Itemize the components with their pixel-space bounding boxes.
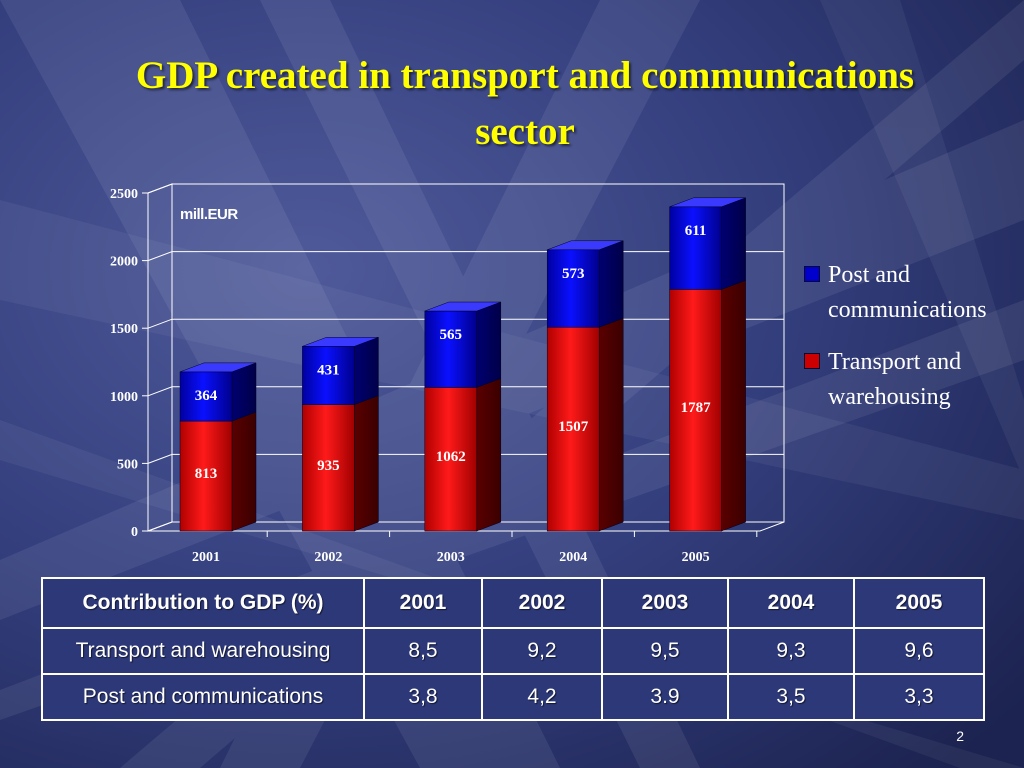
data-label: 1507 (558, 419, 589, 435)
bar-side (354, 395, 379, 532)
slide-title-line-1: GDP created in transport and communicati… (135, 54, 915, 97)
table-cell: 8,5 (363, 627, 483, 675)
data-label: 364 (195, 388, 218, 404)
plot-left-wall (147, 183, 173, 532)
table-header-cell: 2001 (363, 577, 483, 629)
bar-post-2004 (546, 240, 624, 328)
bar-top (547, 240, 624, 251)
bar-side (231, 411, 257, 532)
table-header-cell: 2002 (481, 577, 603, 629)
y-tick-label: 1000 (110, 390, 138, 405)
bar-side (476, 301, 502, 388)
data-label: 573 (562, 266, 585, 282)
bar-front (669, 206, 722, 290)
bar-front (669, 289, 722, 532)
data-label: 935 (317, 458, 340, 474)
data-label: 1787 (681, 400, 712, 416)
slide-title-line-2: sector (475, 110, 575, 153)
bar-top (424, 301, 501, 312)
legend-item-transport: Transport and warehousing (804, 345, 1019, 415)
table-cell: 3,3 (853, 673, 985, 721)
x-tick-label: 2001 (192, 550, 220, 565)
chart-bars (179, 197, 746, 532)
bar-side (354, 336, 379, 405)
table-cell: 4,2 (481, 673, 603, 721)
table-cell: 9,2 (481, 627, 603, 675)
table-header-cell: 2005 (853, 577, 985, 629)
x-tick-label: 2004 (559, 550, 587, 565)
bar-front (424, 310, 478, 388)
gdp-contribution-table-wrap: Contribution to GDP (%) 2001 2002 2003 2… (41, 577, 985, 721)
bar-post-2005 (669, 197, 746, 290)
table-row: Post and communications 3,8 4,2 3.9 3,5 … (41, 673, 985, 721)
table-cell: 3.9 (601, 673, 729, 721)
legend-item-post: Post and communications (804, 258, 1019, 328)
table-header-cell: 2003 (601, 577, 729, 629)
table-header-cell: 2004 (727, 577, 855, 629)
data-label: 611 (685, 223, 707, 239)
table-cell: Transport and warehousing (41, 627, 365, 675)
gridline (147, 183, 784, 194)
bar-transport-2002 (302, 395, 379, 532)
bar-side (721, 280, 746, 532)
bar-post-2001 (179, 362, 257, 422)
bar-front (302, 404, 355, 532)
table-cell: 9,3 (727, 627, 855, 675)
chart-legend: Post and communications Transport and wa… (804, 258, 1019, 432)
bar-post-2002 (302, 336, 379, 405)
legend-swatch-post (804, 266, 820, 282)
bar-side (598, 240, 624, 328)
y-tick-label: 0 (131, 525, 138, 540)
bar-side (721, 197, 746, 290)
bar-top (669, 197, 746, 208)
y-tick-label: 2000 (110, 255, 138, 270)
table-header-cell: Contribution to GDP (%) (41, 577, 365, 629)
x-tick-label: 2005 (682, 550, 710, 565)
y-tick-label: 1500 (110, 322, 138, 337)
bar-side (476, 378, 502, 532)
table-cell: 9,5 (601, 627, 729, 675)
bar-transport-2001 (179, 411, 257, 532)
table-cell: 9,6 (853, 627, 985, 675)
gdp-contribution-table: Contribution to GDP (%) 2001 2002 2003 2… (41, 577, 985, 721)
bar-front (546, 249, 600, 328)
bar-transport-2005 (669, 280, 746, 532)
data-label: 813 (195, 466, 218, 482)
x-tick-label: 2002 (314, 550, 342, 565)
y-axis-unit-label: mill.EUR (180, 206, 238, 223)
data-label: 431 (317, 362, 340, 378)
bar-front (179, 371, 233, 422)
bar-front (302, 346, 355, 405)
page-number: 2 (956, 728, 964, 744)
bar-top (302, 337, 379, 347)
legend-swatch-transport (804, 353, 820, 369)
data-label: 1062 (436, 449, 466, 465)
bar-transport-2003 (424, 378, 502, 532)
slide-title: GDP created in transport and communicati… (40, 48, 1010, 160)
bar-side (231, 362, 257, 422)
bar-post-2003 (424, 301, 502, 388)
y-tick-label: 2500 (110, 187, 138, 202)
bar-front (424, 387, 478, 532)
data-label: 565 (440, 327, 463, 343)
y-tick-label: 500 (117, 457, 138, 472)
table-cell: Post and communications (41, 673, 365, 721)
legend-label-transport: Transport and warehousing (828, 349, 962, 410)
table-row: Transport and warehousing 8,5 9,2 9,5 9,… (41, 627, 985, 675)
legend-label-post: Post and communications (828, 262, 987, 323)
table-cell: 3,8 (363, 673, 483, 721)
x-tick-label: 2003 (437, 550, 465, 565)
chart-labels: 0 500 1000 1500 2000 2500 2001 813 364 2002 935 431… (110, 187, 711, 565)
bar-side (598, 317, 624, 532)
bar-top (179, 362, 257, 373)
table-header-row: Contribution to GDP (%) 2001 2002 2003 2… (41, 577, 985, 629)
table-cell: 3,5 (727, 673, 855, 721)
